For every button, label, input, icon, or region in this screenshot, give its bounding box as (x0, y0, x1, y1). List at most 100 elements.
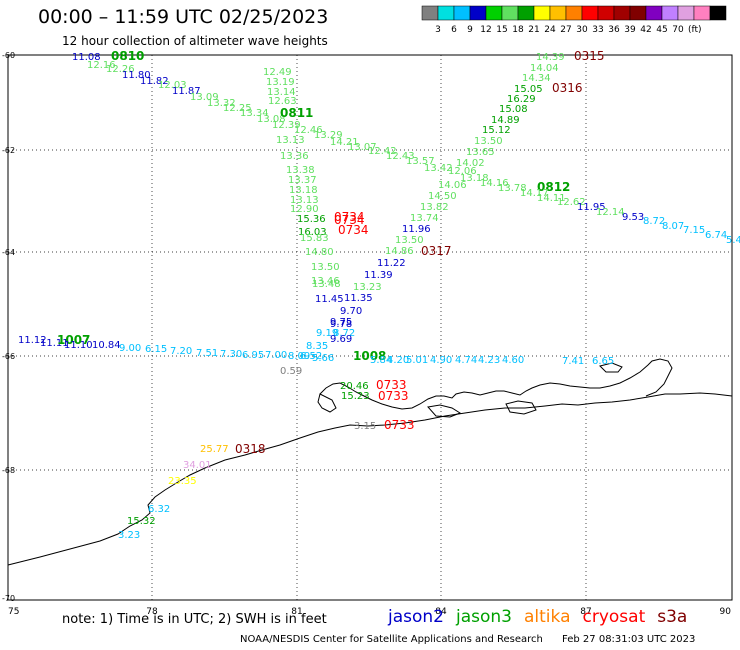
wave-height-label: 12.63 (268, 96, 297, 107)
wave-height-label: 12.03 (158, 80, 187, 91)
wave-height-label: 23.35 (168, 476, 197, 487)
wave-height-label: 13.38 (286, 165, 315, 176)
wave-height-label: 12.43 (386, 151, 415, 162)
wave-height-label: 8.35 (306, 341, 328, 352)
wave-height-label: 16.03 (298, 227, 327, 238)
wave-height-label: 6.95 (242, 350, 264, 361)
wave-height-label: 9.69 (330, 334, 352, 345)
colorbar-label: 36 (608, 25, 620, 35)
colorbar-label: 6 (451, 25, 457, 35)
wave-height-label: 12.49 (263, 67, 292, 78)
wave-height-label: 11.08 (72, 52, 101, 63)
colorbar-label: 33 (592, 25, 603, 35)
wave-height-label: 14.50 (428, 191, 457, 202)
colorbar-swatch (709, 5, 727, 21)
wave-height-label: 6.74 (705, 230, 727, 241)
wave-height-label: 12.14 (596, 207, 625, 218)
colorbar-label: 12 (480, 25, 491, 35)
colorbar-label: 9 (467, 25, 473, 35)
lon-tick-label: 90 (720, 607, 732, 617)
wave-height-label: 13.23 (353, 282, 382, 293)
wave-height-label: 9.78 (330, 319, 352, 330)
wave-height-label: 15.32 (127, 516, 156, 527)
pass-time-label: 0317 (421, 244, 452, 258)
credit-text: NOAA/NESDIS Center for Satellite Applica… (240, 634, 543, 645)
colorbar-label: 3 (435, 25, 441, 35)
wave-height-label: 13.08 (257, 114, 286, 125)
pass-time-label: 0810 (111, 49, 144, 63)
axis-labels: 75 78 81 84 87 90 -60 -62 -64 -66 -68 -70 (2, 51, 731, 617)
wave-height-label: 13.18 (289, 185, 318, 196)
wave-height-label: 20.46 (340, 381, 369, 392)
wave-height-label: 12.90 (290, 204, 319, 215)
wave-height-label: 11.39 (364, 270, 393, 281)
colorbar-label: 30 (576, 25, 588, 35)
pass-time-label: 1007 (57, 333, 90, 347)
pass-time-label: 0315 (574, 49, 605, 63)
wave-height-label: 14.89 (491, 115, 520, 126)
pass-time-label: 0811 (280, 106, 313, 120)
map-frame (7, 54, 733, 601)
lat-tick-label: -64 (2, 248, 15, 257)
wave-height-label: 15.05 (514, 84, 543, 95)
lat-tick-label: -60 (2, 51, 15, 60)
wave-height-label: 3.15 (354, 421, 376, 432)
wave-height-label: 7.41 (562, 356, 584, 367)
observation-labels: 11.08 081012.1612.2611.8011.8212.0311.871… (18, 49, 740, 541)
wave-height-label: 14.17 (520, 188, 549, 199)
satellite-legend-item: jason3 (456, 607, 512, 627)
lat-tick-label: -68 (2, 466, 15, 475)
colorbar-label: 24 (544, 25, 556, 35)
wave-height-label: 7.30 (220, 349, 242, 360)
wave-height-label: 5.84 (370, 355, 392, 366)
wave-height-label: 13.48 (312, 279, 341, 290)
wave-height-label: 7.51 (196, 348, 218, 359)
wave-height-label: 8.72 (333, 328, 355, 339)
lon-tick-label: 78 (146, 607, 158, 617)
wave-height-label: 13.46 (311, 276, 340, 287)
colorbar-label: 27 (560, 25, 571, 35)
satellite-legend-item: altika (524, 607, 571, 627)
wave-height-label: 11.22 (377, 258, 406, 269)
wave-height-label: 7.20 (170, 346, 192, 357)
wave-height-label: 7.00 (265, 350, 287, 361)
lon-tick-label: 84 (435, 607, 447, 617)
wave-height-label: 4.60 (502, 355, 524, 366)
pass-time-label: 0734 (334, 213, 365, 227)
lat-tick-label: -66 (2, 352, 15, 361)
lon-tick-label: 87 (580, 607, 591, 617)
wave-height-label: 11.35 (344, 293, 373, 304)
pass-time-label: 0734 (334, 210, 365, 224)
wave-height-label: 15.23 (341, 391, 370, 402)
map-subtitle: 12 hour collection of altimeter wave hei… (62, 34, 328, 48)
wave-height-label: 13.34 (240, 108, 269, 119)
satellite-legend-item: cryosat (582, 607, 646, 627)
wave-height-label: 12.46 (294, 125, 323, 136)
wave-height-label: 11.82 (140, 76, 169, 87)
wave-height-label: 14.16 (480, 178, 509, 189)
wave-height-label: 34.01 (183, 460, 212, 471)
wave-height-label: 11.87 (172, 86, 201, 97)
wave-height-label: 9.00 (119, 343, 141, 354)
wave-height-label: 13.82 (420, 202, 449, 213)
wave-height-label: 5.42 (726, 235, 740, 246)
wave-height-label: 13.50 (311, 262, 340, 273)
wave-height-label: 4.23 (478, 355, 500, 366)
pass-time-label: 0812 (537, 180, 570, 194)
wave-height-label: 14.34 (522, 73, 551, 84)
satellite-legend: jason2 jason3 altika cryosat s3a (388, 607, 699, 627)
wave-height-label: 14.02 (456, 158, 485, 169)
wave-height-label: 6.32 (148, 504, 170, 515)
wave-height-label: 8.09 (288, 351, 310, 362)
wave-height-label: 14.06 (438, 180, 467, 191)
wave-height-label: 11.96 (402, 224, 431, 235)
colorbar-label: 39 (624, 25, 636, 35)
wave-height-label: 0.59 (280, 366, 302, 377)
wave-height-label: 4.20 (387, 355, 409, 366)
wave-height-label: 13.50 (474, 136, 503, 147)
wave-height-label: 25.77 (200, 444, 229, 455)
colorbar-label: 15 (496, 25, 507, 35)
wave-height-label: 11.45 (315, 294, 344, 305)
wave-height-label: 13.29 (314, 130, 343, 141)
wave-height-label: 7.15 (683, 225, 705, 236)
